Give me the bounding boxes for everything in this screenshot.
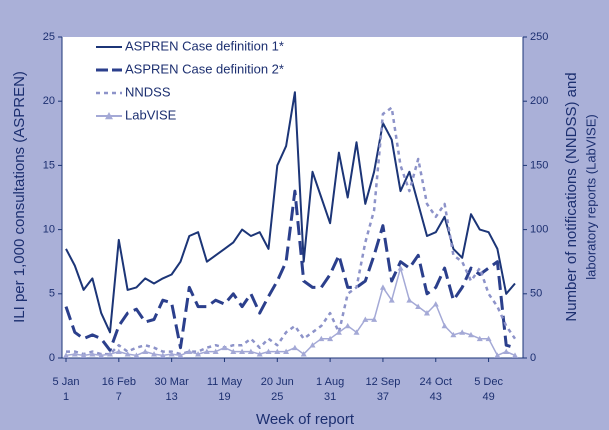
x-tick-label: 30 Mar: [155, 376, 190, 388]
plot-area: [62, 37, 523, 358]
series-marker: [195, 351, 202, 357]
x-tick-label: 24 Oct: [420, 376, 452, 388]
series-marker: [485, 335, 492, 342]
series-marker: [115, 348, 122, 354]
y-tick-label: 0: [49, 352, 55, 364]
series-marker: [168, 351, 175, 357]
series-line: [66, 106, 517, 356]
series-marker: [221, 344, 228, 351]
legend-label: LabVISE: [125, 107, 177, 122]
x-tick-label: 11 May: [207, 376, 243, 388]
series-marker: [344, 322, 351, 329]
x-tick-label: 5 Dec: [474, 376, 503, 388]
x-tick-label: 12 Sep: [366, 376, 401, 388]
series-marker: [107, 351, 114, 357]
series-marker: [327, 335, 334, 342]
x-tick-label: 25: [271, 391, 283, 403]
series-marker: [239, 348, 246, 354]
x-tick-label: 49: [482, 391, 494, 403]
series-marker: [247, 348, 254, 354]
y-tick-label: 5: [49, 288, 55, 300]
legend-label: NNDSS: [125, 84, 171, 99]
series-marker: [467, 331, 474, 338]
series-marker: [142, 348, 149, 354]
series-marker: [441, 322, 448, 329]
series-marker: [63, 352, 69, 358]
y2-axis-label: laboratory reports (LabVISE): [583, 114, 598, 279]
series-marker: [98, 352, 105, 358]
series-marker: [89, 351, 96, 357]
series-marker: [203, 348, 210, 354]
series-marker: [318, 335, 325, 342]
x-tick-label: 7: [116, 391, 122, 403]
series-marker: [212, 348, 219, 354]
y2-tick-label: 150: [530, 159, 548, 171]
series-marker: [353, 329, 360, 335]
series-line: [65, 267, 516, 357]
series-marker: [397, 265, 404, 271]
series-marker: [371, 316, 378, 322]
series-marker: [186, 348, 193, 354]
series-marker: [335, 329, 342, 335]
series-marker: [300, 351, 307, 357]
series-marker: [71, 351, 78, 357]
series-marker: [230, 348, 237, 354]
y-tick-label: 25: [43, 31, 55, 43]
series-marker: [476, 335, 483, 342]
series-marker: [124, 351, 131, 357]
series-marker: [512, 352, 518, 358]
series-marker: [379, 284, 386, 290]
series-marker: [309, 342, 316, 348]
series-marker: [415, 303, 422, 310]
series-marker: [388, 297, 395, 303]
y-axis-label: ILI per 1,000 consultations (ASPREN): [11, 71, 28, 323]
legend-label: ASPREN Case definition 1*: [125, 38, 284, 53]
series-marker: [432, 301, 439, 307]
series-line: [64, 189, 516, 352]
y2-tick-label: 100: [530, 224, 548, 236]
y-tick-label: 10: [43, 224, 55, 236]
x-tick-label: 1 Aug: [316, 376, 344, 388]
series-marker: [256, 351, 263, 357]
legend-marker: [105, 112, 113, 120]
x-tick-label: 20 Jun: [261, 376, 294, 388]
series-marker: [494, 352, 501, 358]
series-marker: [283, 348, 290, 354]
legend-label: ASPREN Case definition 2*: [125, 61, 284, 76]
series-marker: [265, 348, 272, 354]
series-marker: [133, 352, 140, 358]
y2-axis-label: Number of notifications (NNDSS) and: [563, 72, 580, 321]
series-marker: [177, 352, 184, 358]
y2-tick-label: 0: [530, 352, 536, 364]
x-tick-label: 13: [166, 391, 178, 403]
series-marker: [406, 297, 413, 303]
y2-tick-label: 200: [530, 95, 548, 107]
x-tick-label: 43: [430, 391, 442, 403]
y-tick-label: 20: [43, 95, 55, 107]
series-marker: [503, 348, 510, 354]
series-marker: [274, 348, 281, 354]
y-tick-label: 15: [43, 159, 55, 171]
series-marker: [362, 316, 369, 322]
series-marker: [291, 344, 298, 351]
series-marker: [459, 329, 466, 335]
x-tick-label: 16 Feb: [102, 376, 136, 388]
y2-tick-label: 50: [530, 288, 542, 300]
series-marker: [151, 351, 158, 357]
series-marker: [450, 331, 457, 338]
x-tick-label: 1: [63, 391, 69, 403]
series-line: [65, 91, 516, 334]
x-tick-label: 31: [324, 391, 336, 403]
x-tick-label: 5 Jan: [53, 376, 80, 388]
x-tick-label: 37: [377, 391, 389, 403]
series-marker: [80, 352, 87, 358]
x-tick-label: 19: [218, 391, 230, 403]
y2-tick-label: 250: [530, 31, 548, 43]
x-axis-label: Week of report: [256, 411, 355, 428]
series-marker: [159, 352, 166, 358]
series-marker: [423, 310, 430, 316]
